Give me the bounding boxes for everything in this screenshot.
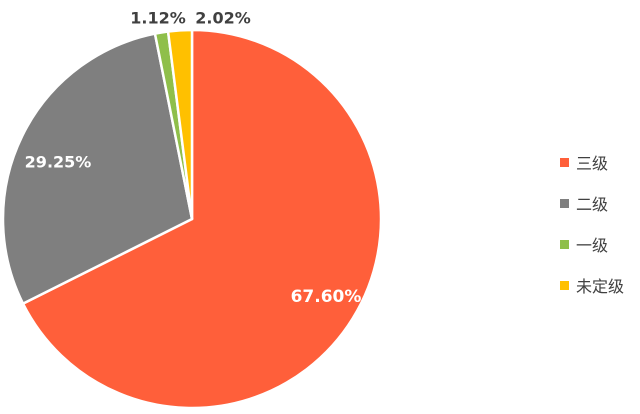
legend-label-er-ji: 二级 [576, 195, 609, 214]
legend-label-san-ji: 三级 [576, 154, 609, 173]
data-label-san-ji: 67.60% [291, 287, 362, 307]
legend-item-yi-ji: 一级 [560, 230, 638, 258]
legend-item-san-ji: 三级 [560, 148, 638, 176]
legend: 三级 二级 一级 未定级 [560, 148, 638, 312]
data-label-yi-ji: 1.12% [130, 9, 186, 28]
legend-swatch-er-ji [560, 198, 569, 208]
data-label-er-ji: 29.25% [25, 153, 92, 172]
legend-item-wei-ding-ji: 未定级 [560, 271, 638, 299]
pie-slice-er-ji [1, 32, 194, 305]
legend-swatch-yi-ji [560, 239, 569, 249]
pie-slice-wei-ding-ji [166, 28, 194, 221]
legend-label-wei-ding-ji: 未定级 [576, 277, 625, 296]
legend-label-yi-ji: 一级 [576, 236, 609, 255]
legend-swatch-wei-ding-ji [560, 280, 569, 290]
pie-slice-san-ji [21, 28, 383, 410]
data-label-wei-ding-ji: 2.02% [195, 9, 251, 28]
legend-item-er-ji: 二级 [560, 189, 638, 217]
legend-swatch-san-ji [560, 157, 569, 167]
